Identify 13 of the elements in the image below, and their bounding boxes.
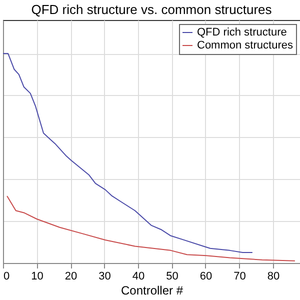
x-tick-label: 80 [267, 270, 280, 282]
x-tick-label: 0 [4, 270, 10, 282]
x-tick-label: 60 [200, 270, 212, 282]
legend-label: Common structures [197, 40, 294, 52]
legend-label: QFD rich structure [197, 26, 287, 38]
x-tick-label: 70 [234, 270, 246, 282]
x-tick-label: 40 [132, 270, 145, 282]
x-tick-label: 30 [98, 270, 111, 282]
x-tick-label: 10 [31, 270, 44, 282]
x-tick-label: 20 [64, 270, 78, 282]
x-axis-title: Controller # [120, 284, 184, 298]
chart-title: QFD rich structure vs. common structures [31, 2, 272, 17]
x-tick-label: 50 [166, 270, 178, 282]
